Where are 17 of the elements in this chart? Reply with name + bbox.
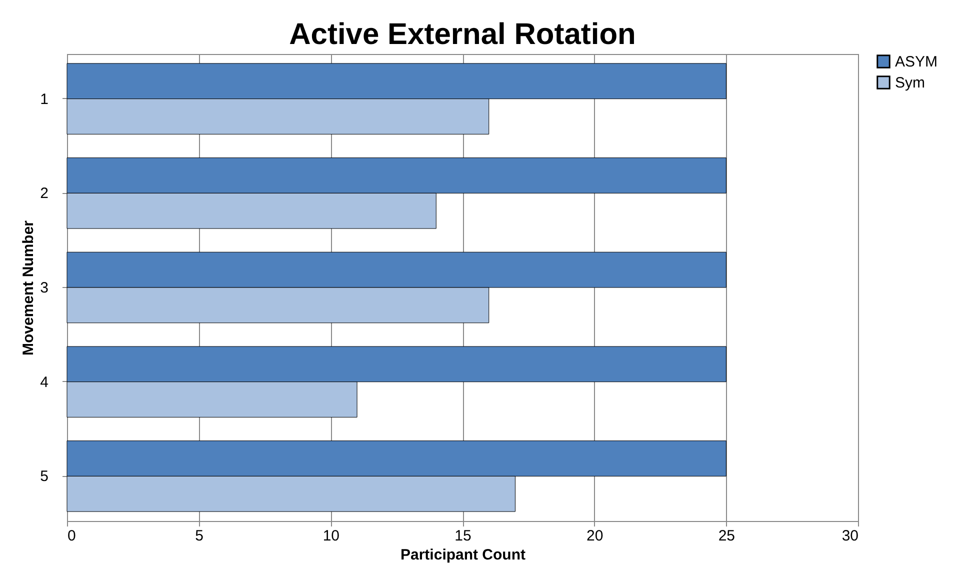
y-tick-label: 3 <box>40 280 48 296</box>
y-tick-label: 5 <box>40 468 48 486</box>
x-tick-label: 15 <box>454 528 472 544</box>
y-axis-title: Movement Number <box>20 220 38 356</box>
x-axis-title: Participant Count <box>400 546 526 564</box>
legend-label: Sym <box>895 74 925 92</box>
x-tick-label: 20 <box>586 528 604 544</box>
x-tick-label: 5 <box>195 528 204 544</box>
y-tick-label: 2 <box>40 185 48 202</box>
legend-label: ASYM <box>895 54 938 70</box>
y-tick-label: 4 <box>40 374 48 391</box>
x-tick-label: 25 <box>718 528 736 544</box>
x-tick-label: 30 <box>842 528 858 544</box>
x-tick-label: 0 <box>68 528 76 544</box>
chart-title: Active External Rotation <box>289 18 636 51</box>
y-tick-label: 1 <box>40 90 48 108</box>
x-tick-label: 10 <box>322 528 340 544</box>
